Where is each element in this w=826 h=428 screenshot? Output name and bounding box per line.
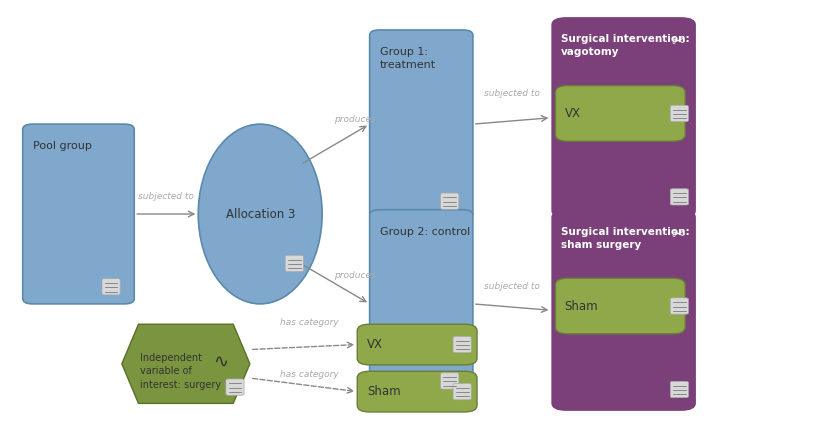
Text: Pool group: Pool group	[32, 141, 92, 151]
FancyBboxPatch shape	[552, 210, 695, 411]
Text: Independent
variable of
interest: surgery: Independent variable of interest: surger…	[140, 353, 221, 389]
Text: Sham: Sham	[565, 300, 598, 312]
Text: VX: VX	[367, 338, 383, 351]
FancyBboxPatch shape	[453, 336, 471, 353]
Text: produces: produces	[335, 115, 376, 124]
Text: subjected to: subjected to	[484, 282, 540, 291]
Text: ✂: ✂	[672, 227, 684, 242]
FancyBboxPatch shape	[441, 373, 459, 389]
FancyBboxPatch shape	[370, 210, 472, 398]
FancyBboxPatch shape	[671, 381, 689, 398]
FancyBboxPatch shape	[22, 124, 134, 304]
Text: VX: VX	[565, 107, 581, 120]
FancyBboxPatch shape	[671, 298, 689, 314]
Text: produces: produces	[335, 271, 376, 280]
FancyBboxPatch shape	[671, 105, 689, 122]
Text: subjected to: subjected to	[138, 192, 194, 201]
FancyBboxPatch shape	[358, 324, 477, 365]
FancyBboxPatch shape	[285, 255, 303, 272]
FancyBboxPatch shape	[552, 17, 695, 218]
Text: ✂: ✂	[672, 34, 684, 49]
Text: Surgical intervention:
vagotomy: Surgical intervention: vagotomy	[562, 34, 690, 57]
FancyBboxPatch shape	[441, 193, 459, 209]
FancyBboxPatch shape	[556, 86, 686, 141]
Polygon shape	[122, 324, 249, 403]
Text: Surgical intervention:
sham surgery: Surgical intervention: sham surgery	[562, 227, 690, 250]
Text: has category: has category	[280, 370, 339, 379]
Text: ∿: ∿	[213, 353, 229, 371]
Ellipse shape	[198, 124, 322, 304]
FancyBboxPatch shape	[556, 278, 686, 334]
Text: has category: has category	[280, 318, 339, 327]
Text: Allocation 3: Allocation 3	[225, 208, 295, 220]
FancyBboxPatch shape	[358, 372, 477, 412]
FancyBboxPatch shape	[102, 279, 121, 295]
FancyBboxPatch shape	[370, 30, 472, 218]
Text: Sham: Sham	[367, 385, 401, 398]
Text: Group 2: control: Group 2: control	[380, 227, 470, 237]
Text: Group 1:
treatment: Group 1: treatment	[380, 47, 435, 70]
FancyBboxPatch shape	[453, 383, 471, 400]
FancyBboxPatch shape	[225, 379, 244, 395]
FancyBboxPatch shape	[671, 189, 689, 205]
Text: subjected to: subjected to	[484, 89, 540, 98]
